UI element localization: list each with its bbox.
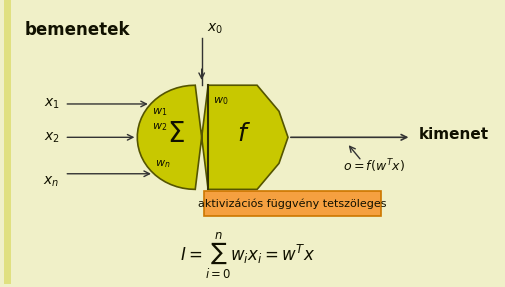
FancyBboxPatch shape bbox=[204, 191, 381, 216]
Text: aktivizációs függvény tetszöleges: aktivizációs függvény tetszöleges bbox=[198, 198, 387, 209]
Text: $o=f(w^Tx)$: $o=f(w^Tx)$ bbox=[343, 157, 405, 174]
Text: $x_n$: $x_n$ bbox=[43, 175, 60, 189]
Text: $\Sigma$: $\Sigma$ bbox=[167, 121, 185, 148]
Text: $f$: $f$ bbox=[237, 123, 251, 146]
Text: $w_2$: $w_2$ bbox=[152, 121, 167, 133]
Text: $x_0$: $x_0$ bbox=[207, 21, 223, 36]
Text: $w_1$: $w_1$ bbox=[152, 106, 167, 118]
Polygon shape bbox=[137, 85, 288, 189]
Text: $I=\sum_{i=0}^{n} w_i x_i = w^T x$: $I=\sum_{i=0}^{n} w_i x_i = w^T x$ bbox=[180, 231, 316, 281]
Text: $w_0$: $w_0$ bbox=[213, 95, 229, 107]
Text: kimenet: kimenet bbox=[419, 127, 489, 142]
Text: bemenetek: bemenetek bbox=[25, 21, 130, 39]
Bar bbox=[4, 0, 12, 284]
Text: $x_2$: $x_2$ bbox=[43, 130, 60, 144]
Text: $w_n$: $w_n$ bbox=[155, 158, 171, 170]
Text: $x_1$: $x_1$ bbox=[43, 97, 60, 111]
